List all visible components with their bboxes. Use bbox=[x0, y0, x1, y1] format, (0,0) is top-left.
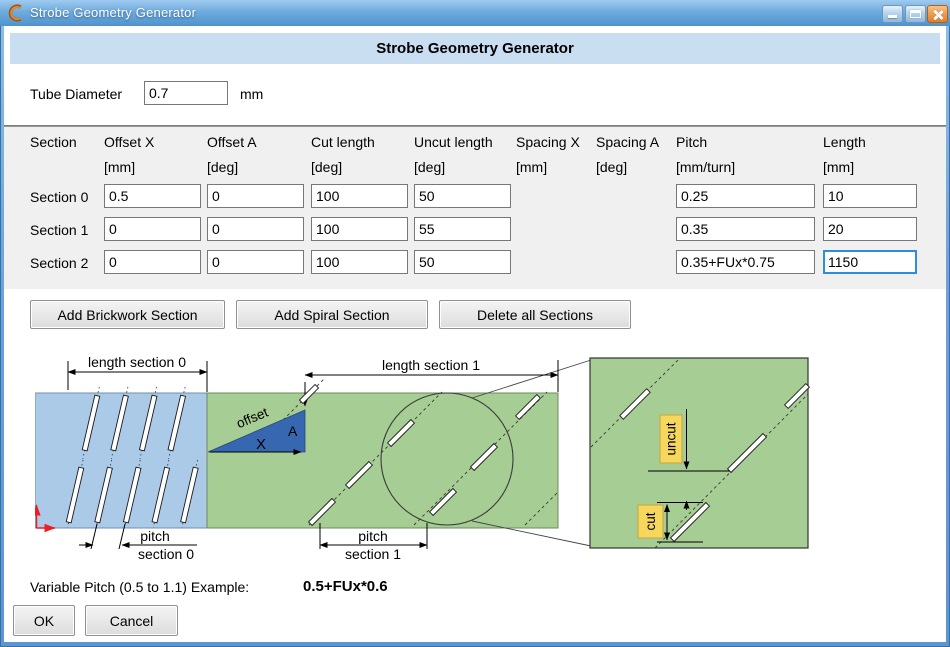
dim-pitch-section0: pitch section 0 bbox=[79, 523, 197, 562]
section1-length-field[interactable] bbox=[823, 217, 917, 241]
section0-cut-pattern bbox=[65, 386, 199, 528]
magnifier-circle bbox=[380, 392, 514, 526]
section2-uncut-length-field[interactable] bbox=[414, 250, 511, 274]
col-unit-cut-length: [deg] bbox=[311, 159, 343, 175]
col-unit-pitch: [mm/turn] bbox=[676, 159, 736, 175]
row-label-section-1: Section 1 bbox=[30, 222, 89, 238]
section1-offset-x-field[interactable] bbox=[104, 217, 201, 241]
minimize-icon bbox=[888, 15, 897, 18]
col-header-section: Section bbox=[30, 134, 77, 150]
section2-length-field[interactable] bbox=[823, 250, 917, 274]
col-header-pitch: Pitch bbox=[676, 134, 708, 150]
offset-x-label: X bbox=[256, 436, 266, 453]
svg-text:pitch: pitch bbox=[140, 528, 170, 544]
maximize-button[interactable] bbox=[905, 5, 926, 23]
section1-tube bbox=[206, 392, 559, 529]
col-unit-spacing-a: [deg] bbox=[596, 159, 628, 175]
delete-all-sections-button[interactable]: Delete all Sections bbox=[439, 300, 631, 329]
section2-cut-length-field[interactable] bbox=[311, 250, 408, 274]
origin-axes-icon bbox=[35, 504, 56, 533]
tube-diameter-label: Tube Diameter bbox=[30, 86, 123, 102]
svg-text:length section 1: length section 1 bbox=[382, 357, 480, 373]
cancel-button[interactable]: Cancel bbox=[85, 605, 178, 636]
tube-diameter-unit: mm bbox=[240, 86, 264, 102]
divider bbox=[4, 125, 946, 127]
col-unit-offset-a: [deg] bbox=[207, 159, 239, 175]
window-title: Strobe Geometry Generator bbox=[30, 5, 197, 20]
col-unit-length: [mm] bbox=[823, 159, 855, 175]
variable-pitch-example-value: 0.5+FUx*0.6 bbox=[303, 578, 388, 595]
svg-text:section 0: section 0 bbox=[138, 546, 194, 562]
col-unit-offset-x: [mm] bbox=[104, 159, 136, 175]
section0-cut-length-field[interactable] bbox=[311, 184, 408, 208]
section1-cut-length-field[interactable] bbox=[311, 217, 408, 241]
svg-text:section 1: section 1 bbox=[345, 546, 401, 562]
section2-offset-x-field[interactable] bbox=[104, 250, 201, 274]
col-header-uncut-length: Uncut length bbox=[414, 134, 493, 150]
close-button[interactable] bbox=[927, 5, 948, 23]
col-unit-uncut-length: [deg] bbox=[414, 159, 446, 175]
uncut-label-box bbox=[659, 414, 683, 464]
col-header-spacing-x: Spacing X bbox=[516, 134, 580, 150]
col-header-offset-x: Offset X bbox=[104, 134, 155, 150]
titlebar[interactable]: Strobe Geometry Generator bbox=[0, 0, 950, 26]
section1-offset-a-field[interactable] bbox=[207, 217, 304, 241]
offset-a-label: A bbox=[288, 423, 298, 439]
svg-text:length section 0: length section 0 bbox=[88, 354, 186, 370]
section0-length-field[interactable] bbox=[823, 184, 917, 208]
dim-length-section1: length section 1 bbox=[304, 357, 559, 392]
add-brickwork-section-button[interactable]: Add Brickwork Section bbox=[30, 300, 225, 329]
section0-pitch-field[interactable] bbox=[676, 184, 815, 208]
add-spiral-section-button[interactable]: Add Spiral Section bbox=[236, 300, 428, 329]
cut-label: cut bbox=[643, 512, 658, 530]
zoom-detail-panel: uncut cut bbox=[589, 357, 811, 549]
cut-label-box bbox=[637, 504, 664, 539]
col-header-spacing-a: Spacing A bbox=[596, 134, 660, 150]
col-unit-spacing-x: [mm] bbox=[516, 159, 548, 175]
variable-pitch-example-label: Variable Pitch (0.5 to 1.1) Example: bbox=[30, 579, 250, 595]
page-title: Strobe Geometry Generator bbox=[10, 33, 940, 64]
minimize-button[interactable] bbox=[882, 5, 903, 23]
section0-offset-x-field[interactable] bbox=[104, 184, 201, 208]
section1-cut-bars bbox=[307, 393, 542, 527]
dim-pitch-section1: pitch section 1 bbox=[319, 523, 428, 562]
maximize-icon bbox=[910, 10, 921, 18]
dim-length-section0: length section 0 bbox=[67, 354, 208, 392]
uncut-label: uncut bbox=[664, 422, 679, 455]
section0-offset-a-field[interactable] bbox=[207, 184, 304, 208]
magnifier-line-bottom bbox=[471, 520, 592, 547]
row-label-section-0: Section 0 bbox=[30, 189, 89, 205]
section1-uncut-length-field[interactable] bbox=[414, 217, 511, 241]
section0-uncut-length-field[interactable] bbox=[414, 184, 511, 208]
col-header-cut-length: Cut length bbox=[311, 134, 375, 150]
row-label-section-2: Section 2 bbox=[30, 255, 89, 271]
section2-offset-a-field[interactable] bbox=[207, 250, 304, 274]
section2-pitch-field[interactable] bbox=[676, 250, 815, 274]
tube-diameter-field[interactable] bbox=[144, 81, 228, 105]
col-header-offset-a: Offset A bbox=[207, 134, 257, 150]
geometry-diagram: offset X A length section 0 length secti… bbox=[35, 354, 811, 562]
section1-pitch-field[interactable] bbox=[676, 217, 815, 241]
app-icon bbox=[8, 4, 22, 22]
svg-text:pitch: pitch bbox=[358, 528, 388, 544]
col-header-length: Length bbox=[823, 134, 866, 150]
ok-button[interactable]: OK bbox=[13, 605, 75, 636]
magnifier-line-top bbox=[471, 359, 592, 399]
